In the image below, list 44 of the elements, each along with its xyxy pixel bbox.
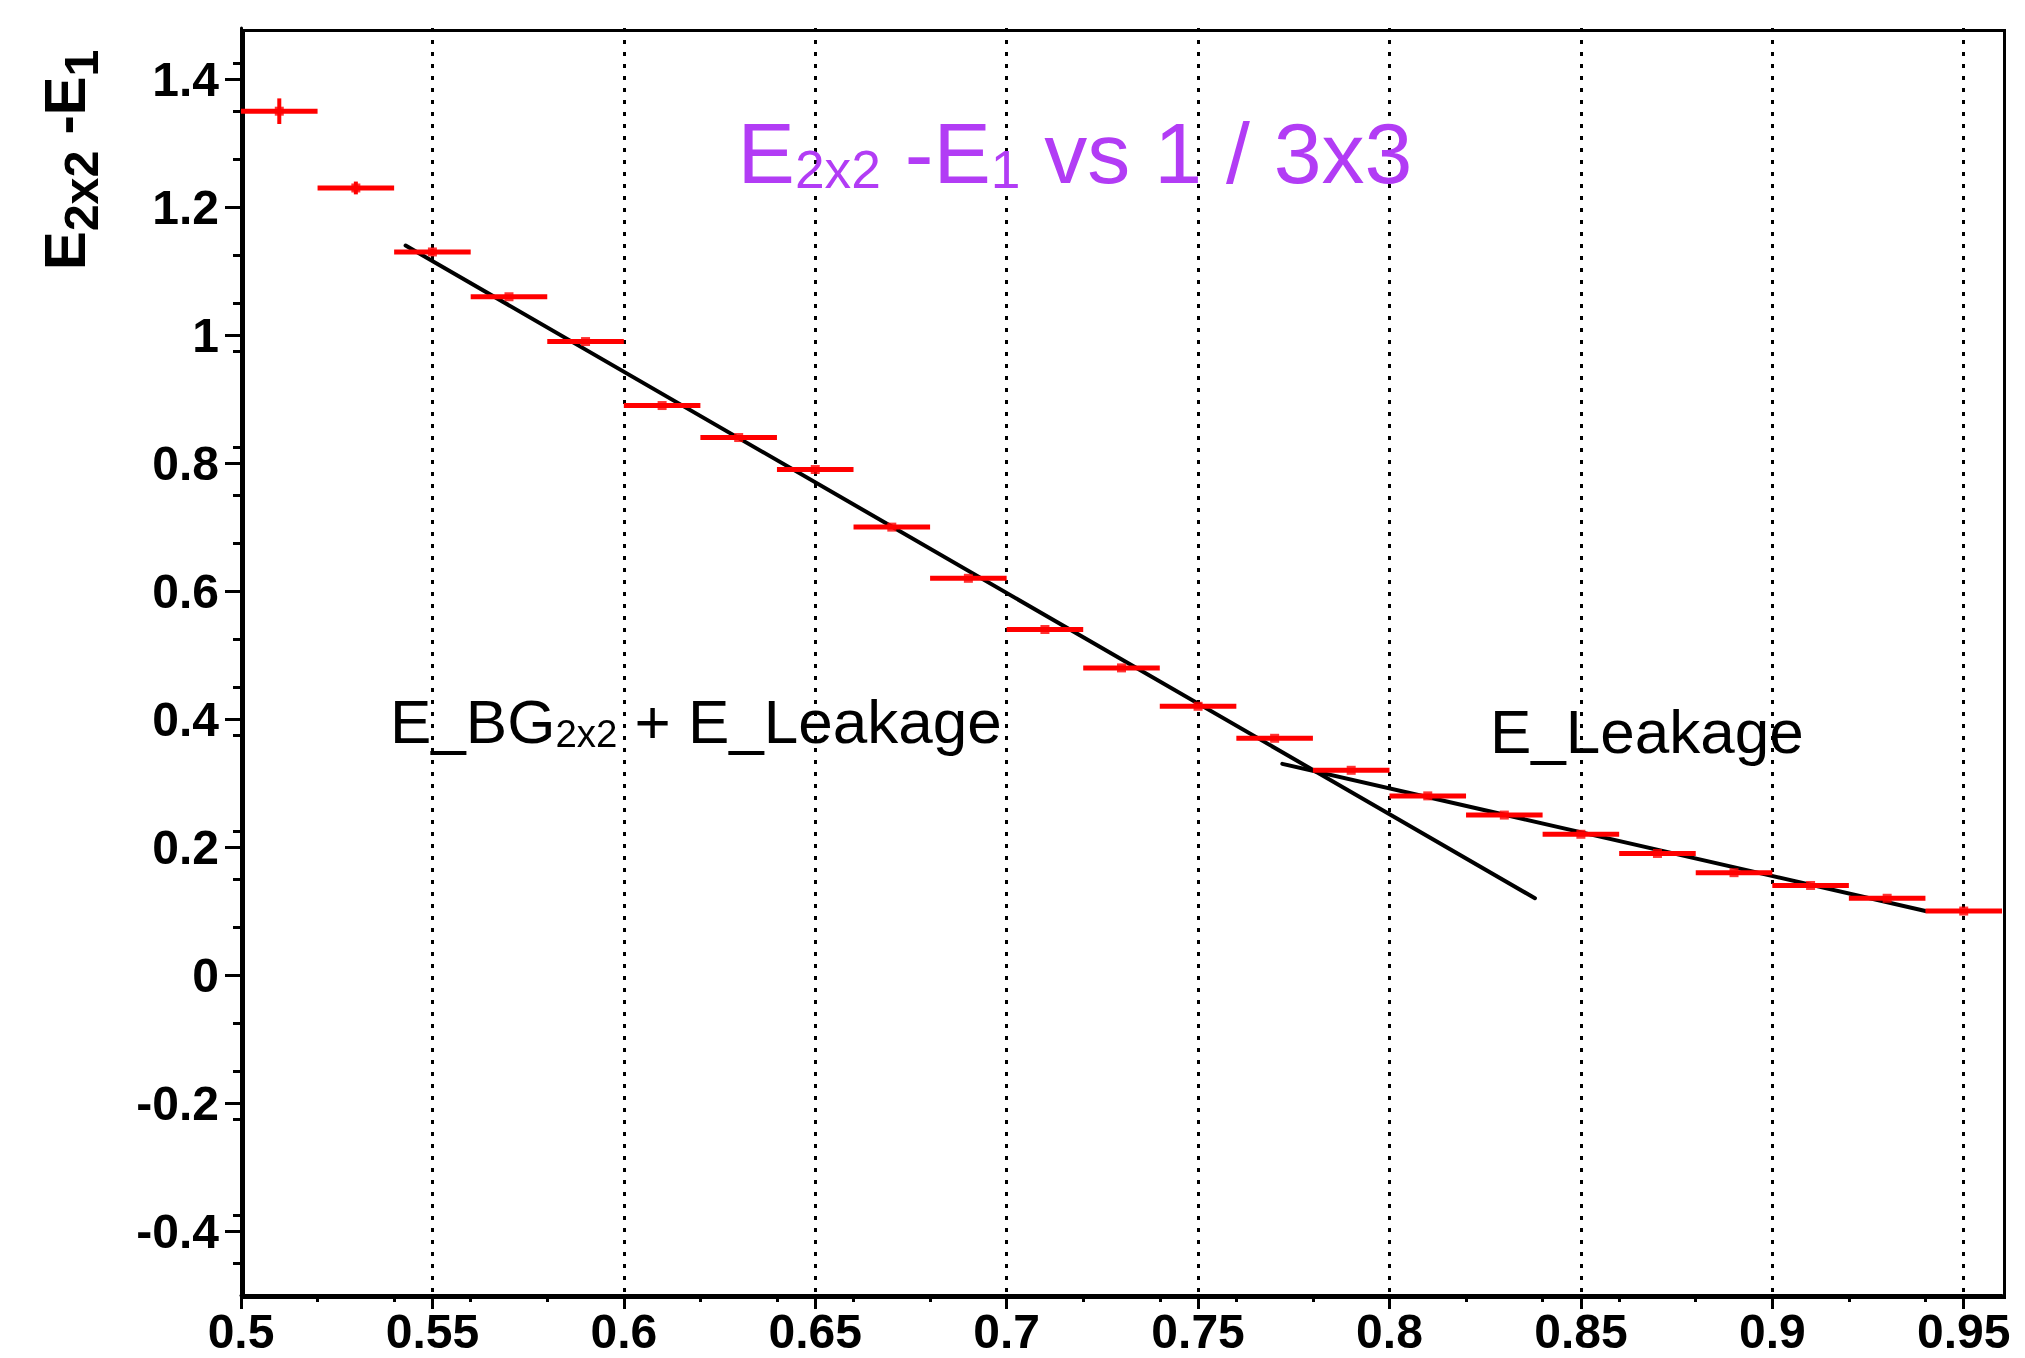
point (963, 573, 973, 583)
x-tick-label: 0.7 (973, 1304, 1041, 1358)
point (810, 465, 820, 475)
y-tick-label: 0 (192, 948, 219, 1002)
point (734, 433, 744, 443)
point (1270, 733, 1280, 743)
y-tick-label: -0.4 (136, 1204, 220, 1258)
point (1652, 848, 1662, 858)
x-tick-label: 0.55 (385, 1304, 480, 1358)
point (1882, 893, 1892, 903)
point (1346, 765, 1356, 775)
point (1423, 791, 1433, 801)
x-tick-label: 0.5 (207, 1304, 275, 1358)
x-tick-label: 0.95 (1917, 1304, 2011, 1358)
point (274, 106, 284, 116)
point (1576, 829, 1586, 839)
point (887, 522, 897, 532)
x-tick-label: 0.75 (1151, 1304, 1245, 1358)
y-tick-label: 0.6 (152, 564, 219, 618)
point (657, 401, 667, 411)
point (1193, 701, 1203, 711)
annotation: E_BG2x2 + E_Leakage (390, 686, 1002, 756)
y-tick-label: 0.4 (152, 692, 220, 746)
point (504, 292, 514, 302)
y-tick-label: 1.2 (152, 180, 219, 234)
point (1729, 868, 1739, 878)
text: E2x2 -E1 vs 1 / 3x3 (737, 105, 1413, 201)
x-tick-label: 0.85 (1534, 1304, 1628, 1358)
x-tick-label: 0.9 (1738, 1304, 1806, 1358)
y-tick-label: 1 (192, 308, 219, 362)
y-tick-label: 0.2 (152, 820, 219, 874)
point (1959, 906, 1969, 916)
x-tick-label: 0.65 (768, 1304, 862, 1358)
point (1040, 625, 1050, 635)
x-tick-label: 0.8 (1356, 1304, 1423, 1358)
point (1499, 810, 1509, 820)
y-tick-label: 0.8 (152, 436, 219, 490)
y-tick-label: 1.4 (152, 52, 220, 106)
point (1806, 880, 1816, 890)
y-tick-label: -0.2 (136, 1076, 219, 1130)
point (581, 337, 591, 347)
point (1117, 663, 1126, 673)
x-tick-label: 0.6 (590, 1304, 658, 1358)
annotation: E_Leakage (1490, 696, 1804, 766)
